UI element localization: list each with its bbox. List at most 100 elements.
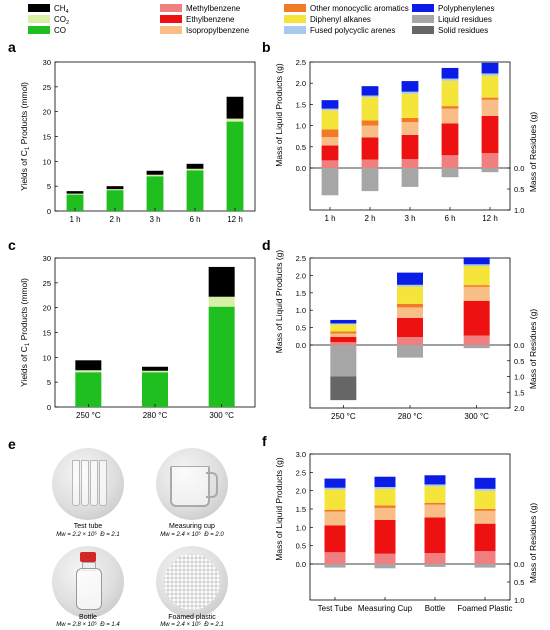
ytick-label-f-6: 3.0 xyxy=(296,450,306,459)
ytick-label-c-3: 15 xyxy=(43,329,51,338)
ylabel-f: Mass of Liquid Products (g) xyxy=(274,457,284,561)
bar-b-fused-polycyclic-arenes-3 xyxy=(441,78,459,81)
bar-b-fused-polycyclic-arenes-0 xyxy=(321,108,339,111)
xtick-label-f-2: Bottle xyxy=(425,604,446,613)
legend-swatch-co2 xyxy=(28,15,50,23)
y2label-d: Mass of Residues (g) xyxy=(528,309,538,389)
xtick-label-b-3: 6 h xyxy=(444,214,455,223)
legend-label-diphenyl-alkanes: Diphenyl alkanes xyxy=(310,15,371,24)
chart-c: c 0 5 10 15 20 25 30 Yields of C1 Products (mmol… xyxy=(8,237,256,420)
bar-f-methylbenzene-2 xyxy=(424,553,446,564)
ytick-label-f-0: 0.0 xyxy=(296,560,306,569)
xtick-label-d-1: 280 °C xyxy=(398,412,423,421)
xtick-label-a-3: 6 h xyxy=(189,215,200,224)
bar-d-ethylbenzene-1 xyxy=(397,317,423,337)
bar-f-other-monocyclic-aromatics-2 xyxy=(424,502,446,505)
bar-a-co-3 xyxy=(186,170,204,211)
legend-swatch-methylbenzene xyxy=(160,4,182,12)
measuring-cup-stats: Mw = 2.4 × 10⁵ Đ = 2.0 xyxy=(160,532,224,538)
xtick-label-c-2: 300 °C xyxy=(209,411,234,420)
bar-b-polyphenylenes-1 xyxy=(361,86,379,96)
xtick-label-b-4: 12 h xyxy=(482,214,498,223)
bar-c-co2-1 xyxy=(142,370,168,373)
bar-b-methylbenzene-3 xyxy=(441,155,459,168)
ytick-label-b-4: 2.0 xyxy=(296,79,306,88)
bar-a-co2-1 xyxy=(106,189,124,191)
ytick-label-d-4: 2.0 xyxy=(296,271,306,280)
ytick-label-c-4: 20 xyxy=(43,304,51,313)
bar-f-polyphenylenes-0 xyxy=(324,478,346,488)
ytick-label-d-5: 2.5 xyxy=(296,254,306,263)
xtick-label-a-2: 3 h xyxy=(149,215,160,224)
bottle-name: Bottle xyxy=(79,614,97,621)
ytick-label-d-3: 1.5 xyxy=(296,289,306,298)
foamed-plastic-name: Foamed plastic xyxy=(168,614,216,621)
test-tube-stats: Mw = 2.2 × 10⁵ Đ = 2.1 xyxy=(56,532,120,538)
ylabel-d: Mass of Liquid Products (g) xyxy=(274,250,284,354)
legend-swatch-co xyxy=(28,26,50,34)
legend-swatch-polyphenylenes xyxy=(412,4,434,12)
bar-b-other-monocyclic-aromatics-2 xyxy=(401,117,419,123)
ytick-label-d-0: 0.0 xyxy=(296,341,306,350)
bar-d-diphenyl-alkanes-2 xyxy=(463,266,490,286)
y2tick-label-d-0: 0.0 xyxy=(514,341,524,350)
bar-c-co2-0 xyxy=(75,370,102,373)
bar-c-ch4-1 xyxy=(142,366,168,371)
ytick-label-a-2: 10 xyxy=(43,157,51,166)
bar-a-ch4-1 xyxy=(106,186,124,190)
panel-letter-b: b xyxy=(262,39,271,55)
chart-d: d 0.0 0.5 1.0 1.5 2.0 2.5 Mass of Liquid Produc… xyxy=(262,237,538,421)
bar-b-methylbenzene-4 xyxy=(481,153,499,168)
bar-d-ethylbenzene-0 xyxy=(330,336,357,343)
ytick-label-d-2: 1.0 xyxy=(296,306,306,315)
residue-bar-f-liquid-residues-2 xyxy=(424,564,446,567)
bar-a-co2-4 xyxy=(226,118,244,122)
bar-f-isopropylbenzene-1 xyxy=(374,507,396,520)
ytick-label-a-6: 30 xyxy=(43,58,51,67)
legend-label-fused-polycyclic-arenes: Fused polycyclic arenes xyxy=(310,26,395,35)
legend-label-liquid-residues: Liquid residues xyxy=(438,15,492,24)
bottle-stats: Mw = 2.8 × 10⁵ Đ = 1.4 xyxy=(56,622,120,628)
ytick-label-f-3: 1.5 xyxy=(296,505,306,514)
ytick-label-d-1: 0.5 xyxy=(296,324,306,333)
residue-bar-d-solid-residues-0 xyxy=(330,376,357,401)
measuring-cup-name: Measuring cup xyxy=(169,523,215,530)
y2tick-label-d-1: 0.5 xyxy=(514,357,524,366)
bar-d-fused-polycyclic-arenes-0 xyxy=(330,323,357,325)
residue-bar-f-liquid-residues-3 xyxy=(474,564,496,568)
foamed-plastic-photo xyxy=(156,546,228,618)
y2tick-label-b-2: 1.0 xyxy=(514,206,524,215)
bar-b-polyphenylenes-4 xyxy=(481,62,499,74)
bar-d-polyphenylenes-0 xyxy=(330,319,357,324)
bar-d-ethylbenzene-2 xyxy=(463,300,490,336)
bottle-photo xyxy=(52,546,124,618)
ytick-label-c-6: 30 xyxy=(43,254,51,263)
bar-a-co-0 xyxy=(66,194,84,211)
bar-d-diphenyl-alkanes-1 xyxy=(397,286,423,304)
xtick-label-d-0: 250 °C xyxy=(331,412,356,421)
bar-b-isopropylbenzene-1 xyxy=(361,125,379,138)
bar-d-polyphenylenes-1 xyxy=(397,272,423,285)
bar-f-fused-polycyclic-arenes-3 xyxy=(474,488,496,491)
ytick-label-c-1: 5 xyxy=(47,378,51,387)
bar-d-isopropylbenzene-0 xyxy=(330,333,357,337)
test-tube-name: Test tube xyxy=(73,523,103,530)
residue-bar-b-liquid-residues-0 xyxy=(321,168,339,196)
y2tick-label-b-1: 0.5 xyxy=(514,185,524,194)
bar-a-co2-0 xyxy=(66,193,84,195)
bar-f-ethylbenzene-0 xyxy=(324,525,346,553)
xtick-label-a-1: 2 h xyxy=(109,215,120,224)
y2label-f: Mass of Residues (g) xyxy=(528,503,538,583)
bar-b-other-monocyclic-aromatics-3 xyxy=(441,106,459,109)
xtick-label-d-2: 300 °C xyxy=(464,412,489,421)
ytick-label-f-1: 0.5 xyxy=(296,542,306,551)
bar-d-fused-polycyclic-arenes-2 xyxy=(463,264,490,267)
bar-f-methylbenzene-1 xyxy=(374,553,396,564)
ytick-label-c-0: 0 xyxy=(47,403,51,412)
bar-b-diphenyl-alkanes-2 xyxy=(401,93,419,118)
bar-d-methylbenzene-1 xyxy=(397,336,423,345)
y2tick-label-d-2: 1.0 xyxy=(514,373,524,382)
bar-a-ch4-2 xyxy=(146,170,164,175)
legend-swatch-ch4 xyxy=(28,4,50,12)
